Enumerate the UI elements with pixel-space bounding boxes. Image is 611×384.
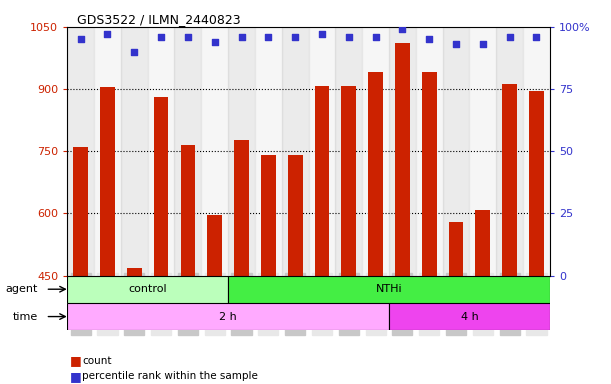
Bar <box>502 84 517 276</box>
Text: time: time <box>13 311 38 321</box>
Bar <box>100 87 115 276</box>
Point <box>183 34 193 40</box>
Bar <box>228 27 255 276</box>
Point <box>344 34 354 40</box>
Bar <box>416 27 442 276</box>
Bar <box>67 303 389 330</box>
Bar <box>261 154 276 276</box>
Bar <box>475 210 490 276</box>
Text: 4 h: 4 h <box>461 311 478 321</box>
Point <box>210 39 219 45</box>
Bar <box>73 147 88 276</box>
Point <box>156 34 166 40</box>
Text: agent: agent <box>6 284 38 294</box>
Text: count: count <box>82 356 112 366</box>
Bar <box>67 27 94 276</box>
Bar <box>389 303 550 330</box>
Bar <box>362 27 389 276</box>
Text: NTHi: NTHi <box>376 284 402 294</box>
Bar <box>154 96 169 276</box>
Point <box>424 36 434 42</box>
Bar <box>127 268 142 276</box>
Point <box>103 31 112 37</box>
Bar <box>121 27 148 276</box>
Point <box>451 41 461 47</box>
Bar <box>207 215 222 276</box>
Bar <box>180 145 196 276</box>
Bar <box>67 276 228 303</box>
Bar <box>282 27 309 276</box>
Point <box>263 34 273 40</box>
Text: 2 h: 2 h <box>219 311 237 321</box>
Bar <box>448 222 463 276</box>
Point <box>371 34 381 40</box>
Point <box>130 49 139 55</box>
Bar <box>175 27 201 276</box>
Point <box>398 26 408 32</box>
Text: ■: ■ <box>70 354 82 367</box>
Point <box>532 34 541 40</box>
Bar <box>228 276 550 303</box>
Point <box>236 34 246 40</box>
Point <box>76 36 86 42</box>
Bar <box>288 154 302 276</box>
Bar <box>395 43 410 276</box>
Bar <box>335 27 362 276</box>
Bar <box>342 86 356 276</box>
Bar <box>234 140 249 276</box>
Bar <box>496 27 523 276</box>
Bar <box>523 27 550 276</box>
Bar <box>389 27 416 276</box>
Bar <box>94 27 121 276</box>
Bar <box>422 73 437 276</box>
Point <box>290 34 300 40</box>
Bar <box>442 27 469 276</box>
Bar <box>255 27 282 276</box>
Point <box>478 41 488 47</box>
Bar <box>148 27 175 276</box>
Bar <box>201 27 228 276</box>
Bar <box>368 73 383 276</box>
Text: ■: ■ <box>70 370 82 383</box>
Text: control: control <box>128 284 167 294</box>
Text: GDS3522 / ILMN_2440823: GDS3522 / ILMN_2440823 <box>77 13 241 26</box>
Point <box>505 34 514 40</box>
Point <box>317 31 327 37</box>
Bar <box>469 27 496 276</box>
Bar <box>315 86 329 276</box>
Bar <box>529 91 544 276</box>
Bar <box>309 27 335 276</box>
Text: percentile rank within the sample: percentile rank within the sample <box>82 371 258 381</box>
